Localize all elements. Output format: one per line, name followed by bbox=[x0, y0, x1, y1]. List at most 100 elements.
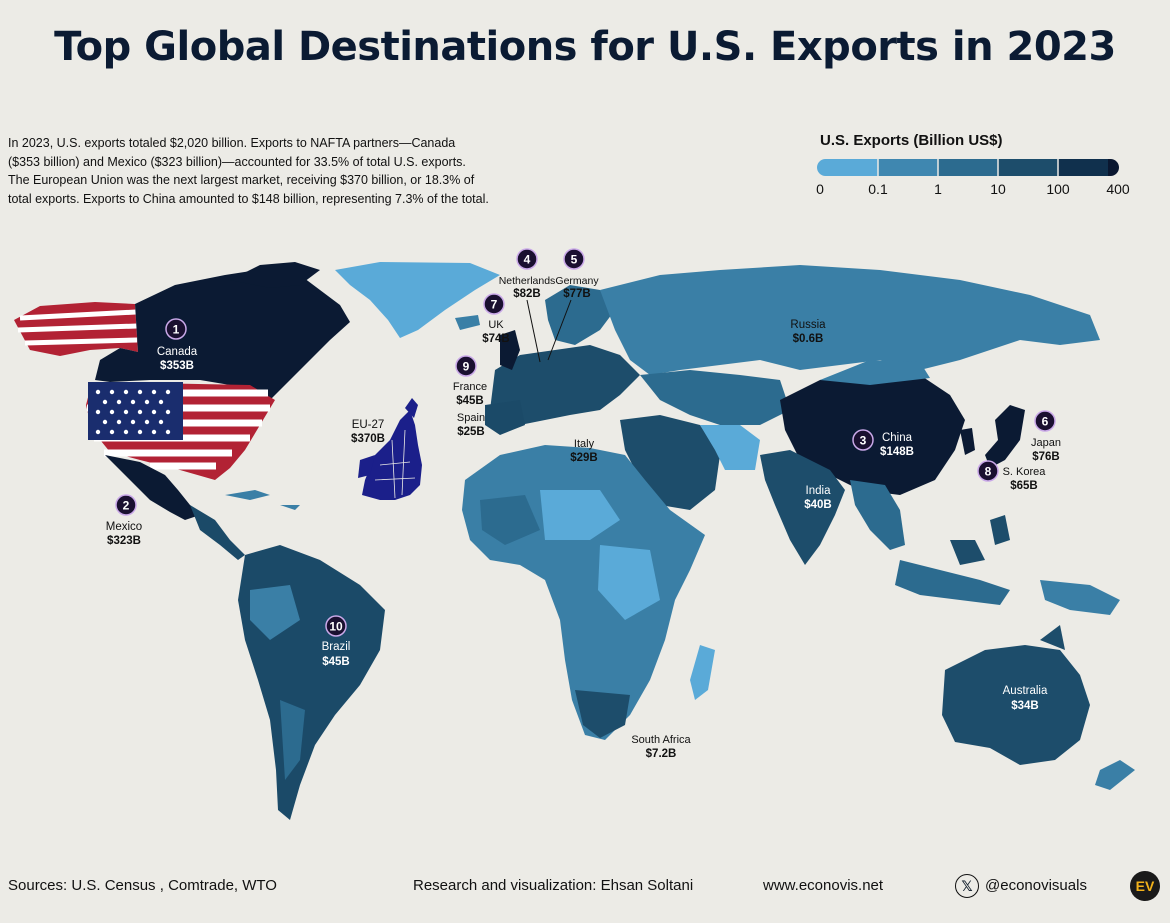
label-italy-name: Italy bbox=[574, 438, 595, 450]
world-map: 1 2 3 4 5 6 7 8 9 10 Canada $353B Mexico… bbox=[14, 248, 1135, 820]
region-mexico bbox=[105, 455, 200, 520]
label-india-value: $40B bbox=[804, 499, 832, 511]
legend-color-bar bbox=[817, 159, 1119, 176]
label-eu-value: $370B bbox=[351, 433, 385, 445]
label-brazil-name: Brazil bbox=[322, 641, 351, 653]
marker-mexico: 2 bbox=[115, 494, 137, 516]
region-canada bbox=[95, 268, 350, 400]
label-netherlands-name: Netherlands bbox=[499, 275, 556, 287]
marker-rank: 1 bbox=[173, 323, 180, 337]
marker-rank: 7 bbox=[491, 298, 498, 312]
flag-stars bbox=[95, 389, 171, 435]
legend-tick: 10 bbox=[990, 181, 1006, 197]
region-iceland bbox=[455, 315, 480, 330]
legend-title: U.S. Exports (Billion US$) bbox=[820, 132, 1003, 149]
social-handle[interactable]: @econovisuals bbox=[985, 877, 1087, 894]
label-germany-value: $77B bbox=[563, 288, 591, 300]
legend-swatch-2 bbox=[938, 159, 999, 176]
marker-canada: 1 bbox=[165, 318, 187, 340]
sources-text: Sources: U.S. Census , Comtrade, WTO bbox=[8, 877, 277, 894]
label-russia-name: Russia bbox=[790, 319, 826, 331]
marker-germany: 5 bbox=[563, 248, 585, 270]
region-new-zealand bbox=[1095, 760, 1135, 790]
region-uk bbox=[500, 330, 520, 370]
label-japan-value: $76B bbox=[1032, 451, 1060, 463]
region-scandinavia bbox=[545, 285, 615, 345]
label-s-korea-name: S. Korea bbox=[1003, 466, 1047, 478]
marker-rank: 4 bbox=[524, 253, 531, 267]
region-korea bbox=[960, 428, 975, 455]
intro-text: In 2023, U.S. exports totaled $2,020 bil… bbox=[8, 134, 498, 208]
label-netherlands-value: $82B bbox=[513, 288, 541, 300]
country-labels: Canada $353B Mexico $323B China $148B Ne… bbox=[106, 275, 1061, 760]
label-south-africa-value: $7.2B bbox=[646, 748, 677, 760]
label-spain-name: Spain bbox=[457, 412, 485, 424]
label-germany-name: Germany bbox=[555, 275, 599, 287]
marker-china: 3 bbox=[852, 429, 874, 451]
label-mexico-value: $323B bbox=[107, 535, 141, 547]
label-france-name: France bbox=[453, 381, 487, 393]
legend-tick: 0.1 bbox=[868, 181, 888, 197]
region-central-america bbox=[190, 505, 245, 560]
marker-uk: 7 bbox=[483, 293, 505, 315]
region-south-america bbox=[238, 545, 385, 820]
label-canada-name: Canada bbox=[157, 346, 198, 358]
legend-swatch-1 bbox=[878, 159, 939, 176]
intro-line: ($353 billion) and Mexico ($323 billion)… bbox=[8, 154, 466, 169]
marker-rank: 10 bbox=[329, 620, 343, 634]
label-france-value: $45B bbox=[456, 395, 484, 407]
website-link[interactable]: www.econovis.net bbox=[763, 877, 884, 894]
region-japan bbox=[985, 405, 1025, 468]
marker-japan: 6 bbox=[1034, 410, 1056, 432]
region-australia bbox=[942, 645, 1090, 765]
region-europe bbox=[490, 345, 640, 430]
label-india-name: India bbox=[806, 485, 832, 497]
legend-tick: 100 bbox=[1046, 181, 1070, 197]
intro-line: The European Union was the next largest … bbox=[8, 173, 475, 187]
label-uk-value: $74B bbox=[482, 333, 510, 345]
leader-line bbox=[526, 299, 541, 363]
region-iberia bbox=[485, 400, 525, 435]
region-usa-flag bbox=[86, 382, 275, 480]
marker-rank: 2 bbox=[123, 499, 130, 513]
label-canada-value: $353B bbox=[160, 360, 194, 372]
marker-france: 9 bbox=[455, 355, 477, 377]
label-s-korea-value: $65B bbox=[1010, 480, 1038, 492]
region-india bbox=[760, 450, 845, 565]
marker-rank: 8 bbox=[985, 465, 992, 479]
region-greenland bbox=[335, 262, 500, 338]
label-china-value: $148B bbox=[880, 446, 914, 458]
region-china bbox=[780, 372, 965, 495]
label-italy-value: $29B bbox=[570, 452, 598, 464]
credit-text: Research and visualization: Ehsan Soltan… bbox=[413, 877, 694, 894]
legend-tick: 0 bbox=[816, 181, 824, 197]
label-mexico-name: Mexico bbox=[106, 521, 142, 533]
label-uk-name: UK bbox=[488, 319, 504, 331]
label-spain-value: $25B bbox=[457, 426, 485, 438]
label-china-name: China bbox=[882, 432, 913, 444]
label-australia-value: $34B bbox=[1011, 700, 1039, 712]
intro-line: In 2023, U.S. exports totaled $2,020 bil… bbox=[8, 136, 456, 150]
ev-logo: EV bbox=[1130, 871, 1160, 901]
marker-brazil: 10 bbox=[325, 615, 347, 637]
landmasses bbox=[14, 262, 1135, 820]
region-madagascar bbox=[690, 645, 715, 700]
label-eu-name: EU-27 bbox=[352, 419, 385, 431]
x-logo-icon[interactable]: 𝕏 bbox=[955, 874, 979, 898]
label-japan-name: Japan bbox=[1031, 437, 1061, 449]
marker-rank: 5 bbox=[571, 253, 578, 267]
legend-tick: 1 bbox=[934, 181, 942, 197]
marker-rank: 3 bbox=[860, 434, 867, 448]
map-title: Top Global Destinations for U.S. Exports… bbox=[54, 24, 1116, 70]
legend-swatch-3 bbox=[998, 159, 1059, 176]
leader-line bbox=[547, 299, 572, 361]
region-russia bbox=[600, 265, 1100, 375]
label-russia-value: $0.6B bbox=[793, 333, 824, 345]
label-australia-name: Australia bbox=[1003, 685, 1048, 697]
marker-s-korea: 8 bbox=[977, 460, 999, 482]
eu-27-inset bbox=[358, 398, 422, 500]
marker-netherlands: 4 bbox=[516, 248, 538, 270]
legend-swatch-4b bbox=[1058, 159, 1108, 176]
intro-line: total exports. Exports to China amounted… bbox=[8, 191, 489, 206]
label-brazil-value: $45B bbox=[322, 656, 350, 668]
